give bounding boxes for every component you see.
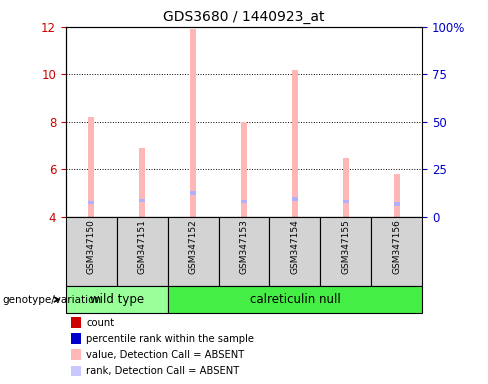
Text: percentile rank within the sample: percentile rank within the sample	[86, 334, 254, 344]
Bar	[241, 200, 247, 203]
Bar	[168, 217, 219, 286]
Bar	[371, 217, 422, 286]
Bar	[343, 157, 349, 217]
Bar	[241, 122, 247, 217]
Text: genotype/variation: genotype/variation	[2, 295, 102, 305]
Text: calreticulin null: calreticulin null	[249, 293, 340, 306]
Bar	[320, 217, 371, 286]
Text: GSM347156: GSM347156	[392, 219, 401, 274]
Text: GSM347155: GSM347155	[341, 219, 350, 274]
Bar	[292, 70, 298, 217]
Bar	[88, 201, 94, 205]
Bar	[88, 117, 94, 217]
Bar	[190, 191, 196, 195]
Bar	[219, 217, 269, 286]
Text: GSM347153: GSM347153	[240, 219, 248, 274]
Text: GSM347154: GSM347154	[290, 219, 300, 274]
Text: rank, Detection Call = ABSENT: rank, Detection Call = ABSENT	[86, 366, 240, 376]
Bar	[269, 217, 320, 286]
Bar	[139, 199, 145, 202]
Text: value, Detection Call = ABSENT: value, Detection Call = ABSENT	[86, 350, 244, 360]
Title: GDS3680 / 1440923_at: GDS3680 / 1440923_at	[163, 10, 325, 25]
Text: GSM347150: GSM347150	[87, 219, 96, 274]
Bar	[139, 148, 145, 217]
Bar	[292, 197, 298, 201]
Bar	[66, 286, 168, 313]
Bar	[66, 217, 117, 286]
Bar	[343, 200, 349, 203]
Bar	[168, 286, 422, 313]
Text: GSM347152: GSM347152	[188, 219, 198, 274]
Bar	[117, 217, 168, 286]
Text: count: count	[86, 318, 115, 328]
Text: GSM347151: GSM347151	[138, 219, 147, 274]
Bar	[394, 174, 400, 217]
Bar	[190, 29, 196, 217]
Bar	[394, 202, 400, 206]
Text: wild type: wild type	[90, 293, 144, 306]
